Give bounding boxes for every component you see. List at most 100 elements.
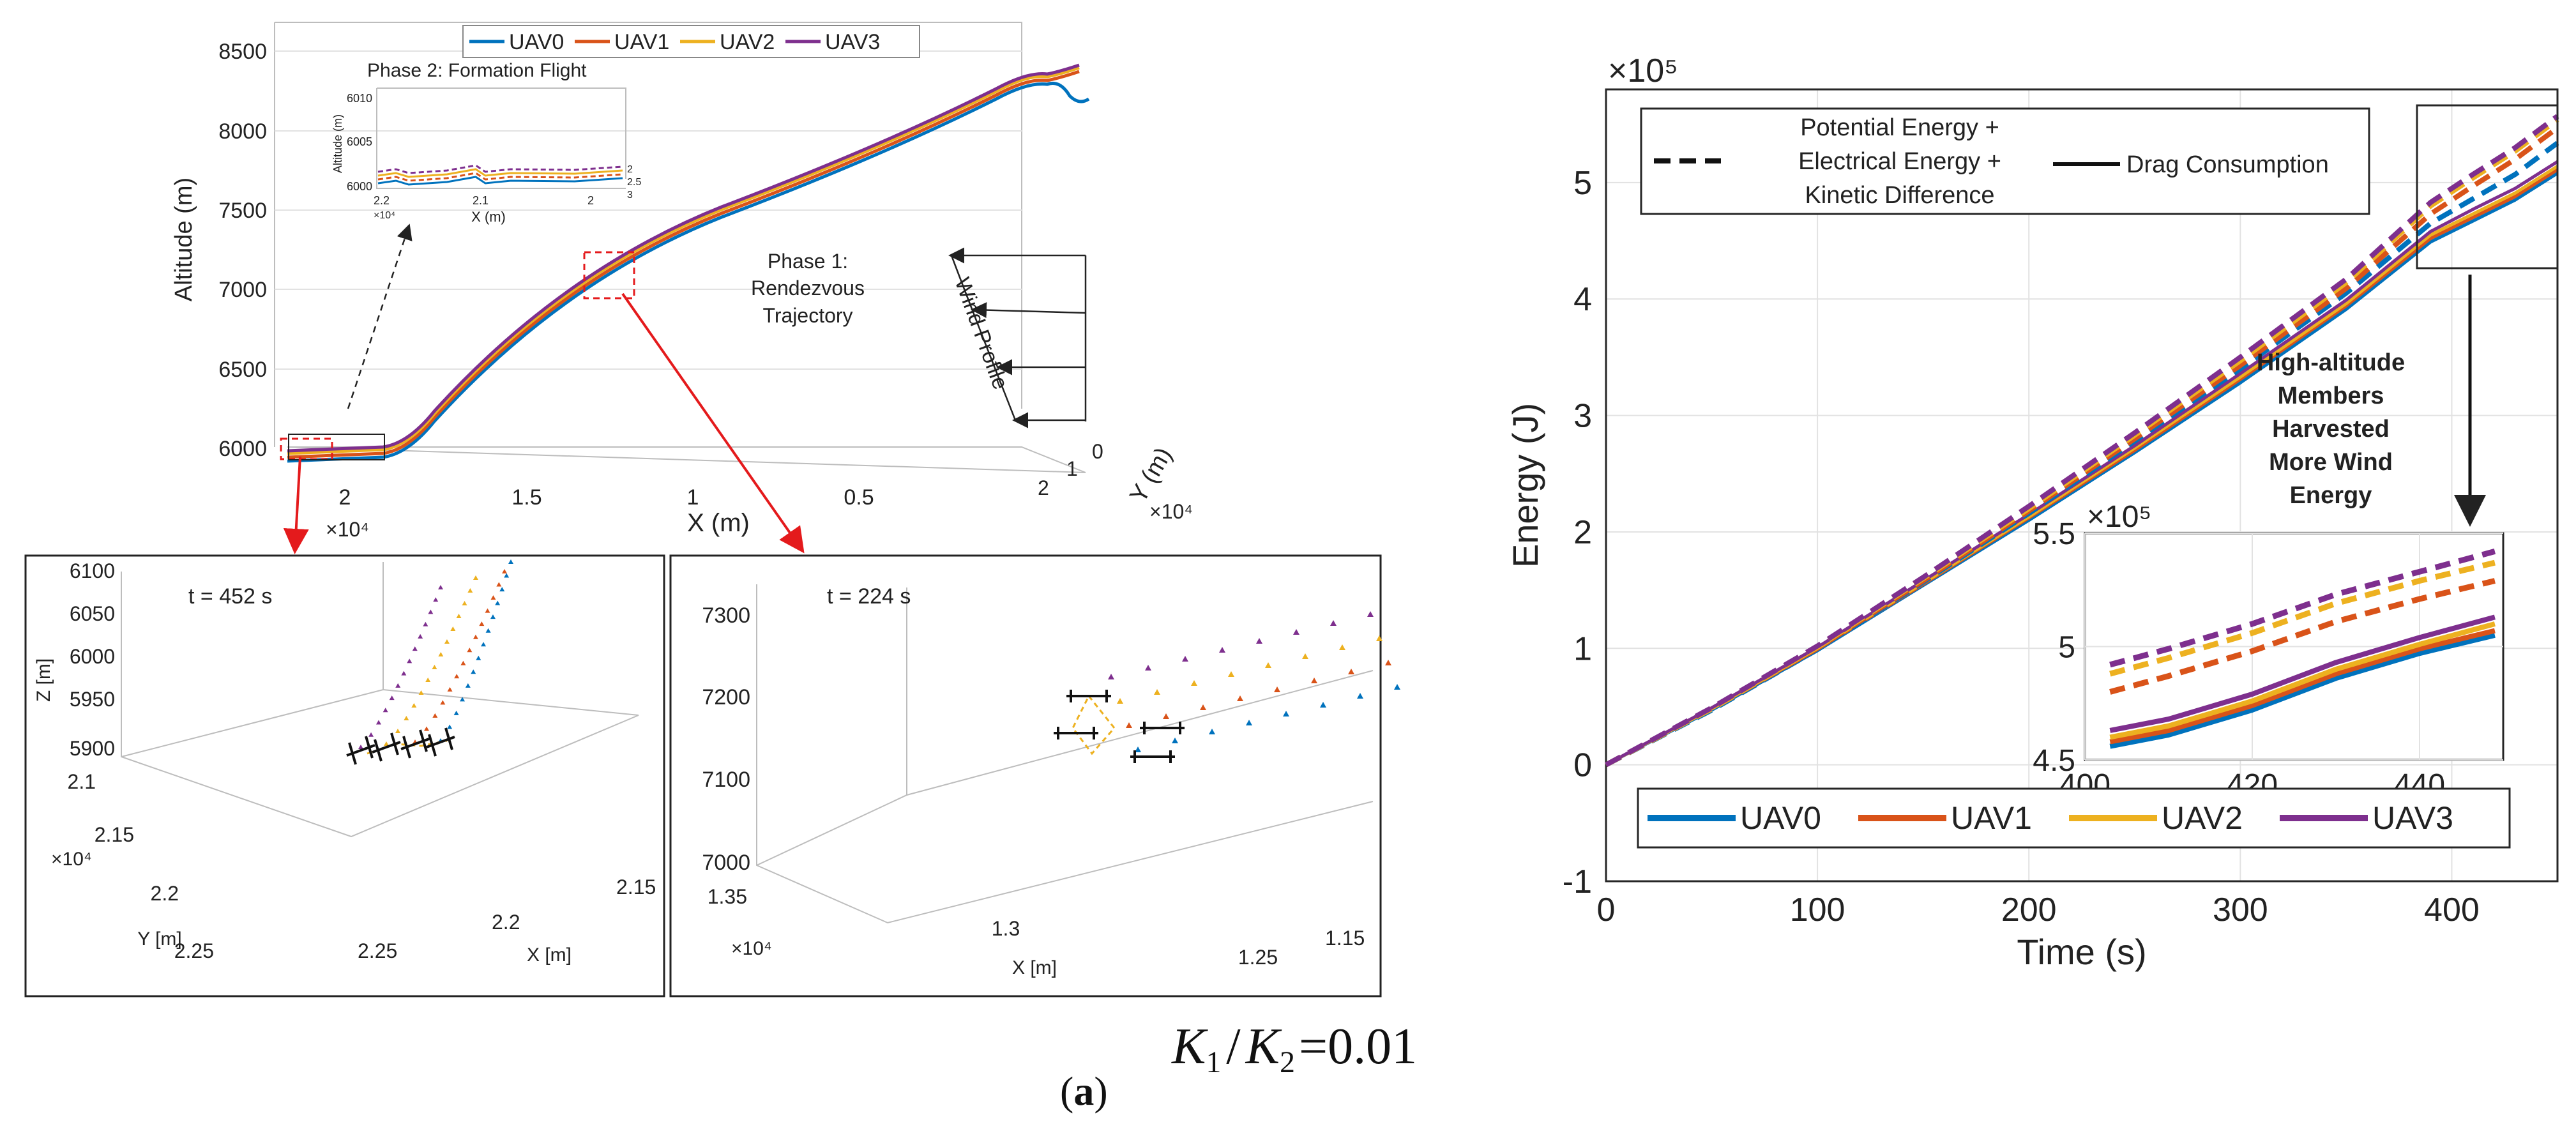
main-y-tick: 0	[1092, 440, 1103, 463]
zoom1-waypoint	[450, 626, 456, 631]
annotation-line: Energy	[2290, 482, 2372, 509]
caption-sub1: 1	[1206, 1045, 1221, 1079]
uav-icon	[400, 729, 430, 759]
zoom1-waypoint	[471, 669, 476, 674]
energy-series	[1605, 114, 2559, 768]
zoom1-waypoint	[496, 582, 502, 587]
style-legend: Potential Energy + Electrical Energy + K…	[1640, 107, 2370, 215]
zoom2-z-tick: 7000	[702, 851, 750, 875]
phase2-inset: Phase 2: Formation Flight 6010 6005 6000…	[331, 60, 641, 225]
zoom1-z-tick: 6100	[70, 559, 115, 582]
inset-y-tick: 2.5	[627, 177, 641, 188]
zoom1-y-tick: 2.2	[151, 882, 179, 905]
zoom1-x-tick: 2.2	[492, 911, 520, 934]
zoom2-time-label: t = 224 s	[827, 584, 911, 609]
zoom1-waypoint	[418, 633, 423, 639]
caption-sub2: 2	[1280, 1045, 1295, 1079]
inset-y-tick: 5.5	[2033, 517, 2075, 551]
energy-x-tick: 200	[2001, 891, 2057, 929]
energy-zoom-region	[2416, 104, 2559, 269]
inset-trajectory-uav3	[377, 164, 623, 174]
zoom2-waypoints	[1108, 611, 1400, 752]
inset-x-tick: 2	[587, 194, 594, 207]
zoom1-waypoint	[508, 559, 513, 564]
main-x-tick: 1	[687, 485, 699, 510]
main-y-exponent: ×10⁴	[1149, 500, 1193, 523]
zoom1-box	[121, 562, 639, 838]
caption-letter: (a)	[1060, 1068, 1108, 1114]
style-legend-dashed-line: Electrical Energy +	[1798, 148, 2001, 175]
zoom1-z-tick: 6050	[70, 602, 115, 625]
caption-k2: K	[1245, 1019, 1282, 1075]
energy-line-uav2-dashed	[1605, 118, 2559, 768]
zoom1-waypoint	[407, 658, 413, 663]
energy-line-uav3-solid	[1605, 160, 2559, 766]
main-z-tick: 8500	[218, 40, 267, 64]
zoom1-waypoint	[499, 587, 505, 592]
zoom2-waypoint	[1117, 698, 1123, 704]
zoom2-waypoint	[1348, 669, 1354, 674]
energy-y-ticks: -1 0 1 2 3 4 5	[1563, 165, 1592, 900]
main-y-tick: 1	[1066, 457, 1078, 480]
inset-trajectory-uav2	[377, 168, 623, 178]
zoom2-x-tick: 1.25	[1238, 946, 1278, 969]
zoom2-x-tick: 1.35	[708, 885, 747, 908]
annotation-line: More Wind	[2269, 449, 2393, 476]
zoom1-waypoint	[462, 601, 467, 605]
energy-y-tick: 2	[1573, 514, 1592, 551]
zoom1-waypoint	[504, 573, 510, 578]
zoom1-waypoint	[473, 575, 478, 580]
zoom1-x-tick: 2.15	[616, 876, 656, 898]
caption-slash: /	[1226, 1019, 1241, 1075]
main-x-exponent: ×10⁴	[326, 518, 369, 541]
inset-z-tick: 6005	[347, 135, 372, 148]
caption-value: =0.01	[1299, 1019, 1417, 1075]
inset-line-uav2-dashed	[2109, 559, 2496, 677]
zoom1-waypoint	[481, 642, 487, 647]
annotation-line: Harvested	[2272, 416, 2390, 443]
inset-x-tick: 2.1	[473, 194, 489, 207]
energy-plot-frame	[1605, 88, 2559, 883]
energy-y-tick: -1	[1563, 863, 1592, 900]
zoom1-waypoint	[460, 660, 466, 665]
zoom2-waypoint	[1394, 684, 1400, 690]
zoom2-waypoint	[1237, 695, 1243, 701]
style-legend-dashed-line: Potential Energy +	[1800, 114, 1999, 141]
inset-y-tick: 5	[2058, 631, 2075, 665]
phase2-region-box	[288, 434, 385, 460]
zoom1-y-tick: 2.25	[174, 939, 214, 962]
zoom2-waypoint	[1154, 689, 1160, 695]
wind-profile-curve	[950, 255, 1017, 421]
main-trajectory-uav0	[287, 82, 1090, 463]
zoom2-waypoint	[1172, 738, 1178, 743]
zoom1-waypoint	[432, 713, 438, 718]
zoom2-waypoint	[1339, 644, 1345, 650]
zoom2-y-tick: 1.15	[1325, 927, 1365, 950]
inset-line-uav3-solid	[2109, 614, 2496, 733]
main-x-tick: 0.5	[844, 485, 874, 510]
zoom1-x-tick: 2.25	[358, 939, 397, 962]
caption-k1: K	[1171, 1019, 1208, 1075]
zoom1-waypoint	[418, 690, 424, 695]
uav-icon	[1054, 727, 1098, 739]
phase2-zoom-marker	[280, 437, 333, 460]
main-z-tick: 6500	[218, 358, 267, 382]
legend-label-uav0: UAV0	[509, 30, 564, 54]
zoom1-waypoint	[425, 678, 431, 682]
zoom2-waypoint	[1246, 720, 1252, 725]
zoom1-waypoint	[467, 588, 473, 593]
zoom1-waypoint	[438, 652, 444, 656]
zoom2-z-tick: 7100	[702, 768, 750, 792]
energy-y-tick: 3	[1573, 398, 1592, 435]
inset-z-label: Altitude (m)	[331, 114, 344, 173]
zoom1-z-label: Z [m]	[33, 658, 54, 702]
main-x-tick: 1.5	[511, 485, 542, 510]
zoom1-waypoint	[384, 741, 389, 746]
main-y-tick: 2	[1038, 476, 1049, 499]
zoom1-waypoint	[447, 686, 453, 692]
zoom1-exponent: ×10⁴	[51, 849, 92, 870]
zoom1-waypoint	[473, 634, 478, 639]
uav-icon	[426, 727, 455, 757]
zoom1-waypoint	[454, 674, 460, 679]
